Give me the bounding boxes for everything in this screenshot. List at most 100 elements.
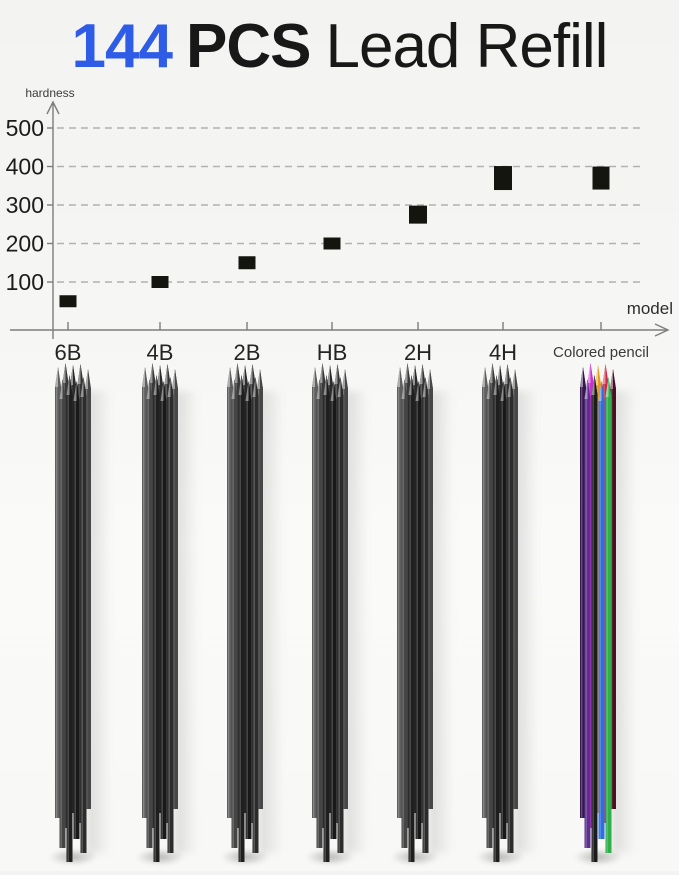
lead-tip-shade <box>167 364 171 384</box>
lead-tip-shade <box>255 377 259 397</box>
lead-tip-shade <box>411 375 415 395</box>
lead-sheen <box>154 395 156 862</box>
lead-tip-highlight <box>610 369 613 389</box>
chart-marker <box>592 166 610 190</box>
lead-sheen <box>67 395 69 862</box>
lead <box>73 381 80 839</box>
lead-sheen <box>611 389 613 809</box>
lead <box>408 375 415 862</box>
lead-tip-highlight <box>397 367 400 387</box>
lead-tip-highlight <box>172 369 175 389</box>
lead-tip-highlight <box>500 381 504 401</box>
lead-bundle-image <box>397 363 433 862</box>
lead-tip-highlight <box>427 369 430 389</box>
lead-tip-highlight <box>55 367 58 387</box>
lead-tip-shade <box>73 365 76 385</box>
y-tick-label: 400 <box>6 154 44 180</box>
lead-tip-shade <box>337 364 341 384</box>
lead-tip-shade <box>234 379 238 399</box>
lead-tip-highlight <box>249 364 253 384</box>
lead-sheen <box>173 389 175 809</box>
lead-tip-highlight <box>401 379 405 399</box>
lead-tip-shade <box>601 381 605 401</box>
lead-tip-highlight <box>342 369 345 389</box>
lead-tip-highlight <box>337 377 341 397</box>
lead-tip-highlight <box>80 377 84 397</box>
lead-tip-highlight <box>486 379 490 399</box>
lead-tip-shade <box>404 379 408 399</box>
lead-tip-highlight <box>257 369 260 389</box>
lead-tip-highlight <box>587 363 591 383</box>
lead-tip-highlight <box>595 365 598 385</box>
lead-sheen <box>228 387 230 818</box>
chart-marker <box>151 276 169 288</box>
lead-sheen <box>56 387 58 818</box>
lead-tip-shade <box>510 377 514 397</box>
lead-tip-highlight <box>153 375 157 395</box>
lead <box>493 375 500 862</box>
lead-sheen <box>313 387 315 818</box>
lead-tip-shade <box>163 381 167 401</box>
lead <box>167 377 174 853</box>
lead-tip-shade <box>83 377 87 397</box>
lead-tip-highlight <box>73 381 77 401</box>
lead-sheen <box>581 387 583 818</box>
lead-sheen <box>338 397 340 853</box>
lead <box>316 379 323 848</box>
lead-bundle-image <box>227 363 263 862</box>
lead-bundle-image <box>482 363 518 862</box>
lead-tip-shade <box>156 375 160 395</box>
lead-tip-shade <box>175 369 178 389</box>
lead-tip-shade <box>248 381 252 401</box>
lead <box>66 375 73 862</box>
lead-tip-shade <box>503 381 507 401</box>
lead <box>507 377 514 853</box>
lead-tip-highlight <box>238 375 242 395</box>
lead-sheen <box>398 387 400 818</box>
lead-tip-shade <box>594 375 598 395</box>
lead-sheen <box>416 401 418 839</box>
lead-tip-shade <box>230 367 233 387</box>
lead-tip-highlight <box>146 379 150 399</box>
lead-sheen <box>60 399 62 848</box>
lead <box>231 379 238 848</box>
lead-tip-shade <box>326 375 330 395</box>
lead-sheen <box>513 389 515 809</box>
lead-tip-highlight <box>602 364 606 384</box>
lead-tip-shade <box>422 364 426 384</box>
chart-marker <box>323 237 341 250</box>
lead-sheen <box>253 397 255 853</box>
lead-sheen <box>606 397 608 853</box>
lead-tip-shade <box>260 369 263 389</box>
lead <box>160 381 167 839</box>
lead-tip-shade <box>58 367 61 387</box>
lead-tip-shade <box>590 363 594 383</box>
lead-tip-shade <box>333 381 337 401</box>
x-tick-label: 6B <box>55 340 82 365</box>
lead-tip-shade <box>489 379 493 399</box>
lead <box>401 379 408 848</box>
lead <box>330 381 337 839</box>
lead-tip-highlight <box>580 367 583 387</box>
lead <box>598 381 605 839</box>
lead-tip-shade <box>145 367 148 387</box>
lead-tip-highlight <box>316 379 320 399</box>
lead-tip-highlight <box>245 381 249 401</box>
lead <box>80 377 87 853</box>
lead-bundle-image <box>312 363 348 862</box>
y-tick-label: 300 <box>6 192 44 218</box>
lead-tip-highlight <box>252 377 256 397</box>
lead-tip-highlight <box>591 375 595 395</box>
lead-tip-highlight <box>422 377 426 397</box>
lead-tip-highlight <box>334 364 338 384</box>
lead-tip-shade <box>88 369 91 389</box>
lead-tip-highlight <box>234 363 238 383</box>
lead-tip-shade <box>485 367 488 387</box>
title-product: Lead Refill <box>325 12 608 81</box>
bundle-4h <box>474 363 538 875</box>
lead-tip-shade <box>425 377 429 397</box>
lead-tip-shade <box>345 369 348 389</box>
lead-tip-shade <box>496 375 500 395</box>
